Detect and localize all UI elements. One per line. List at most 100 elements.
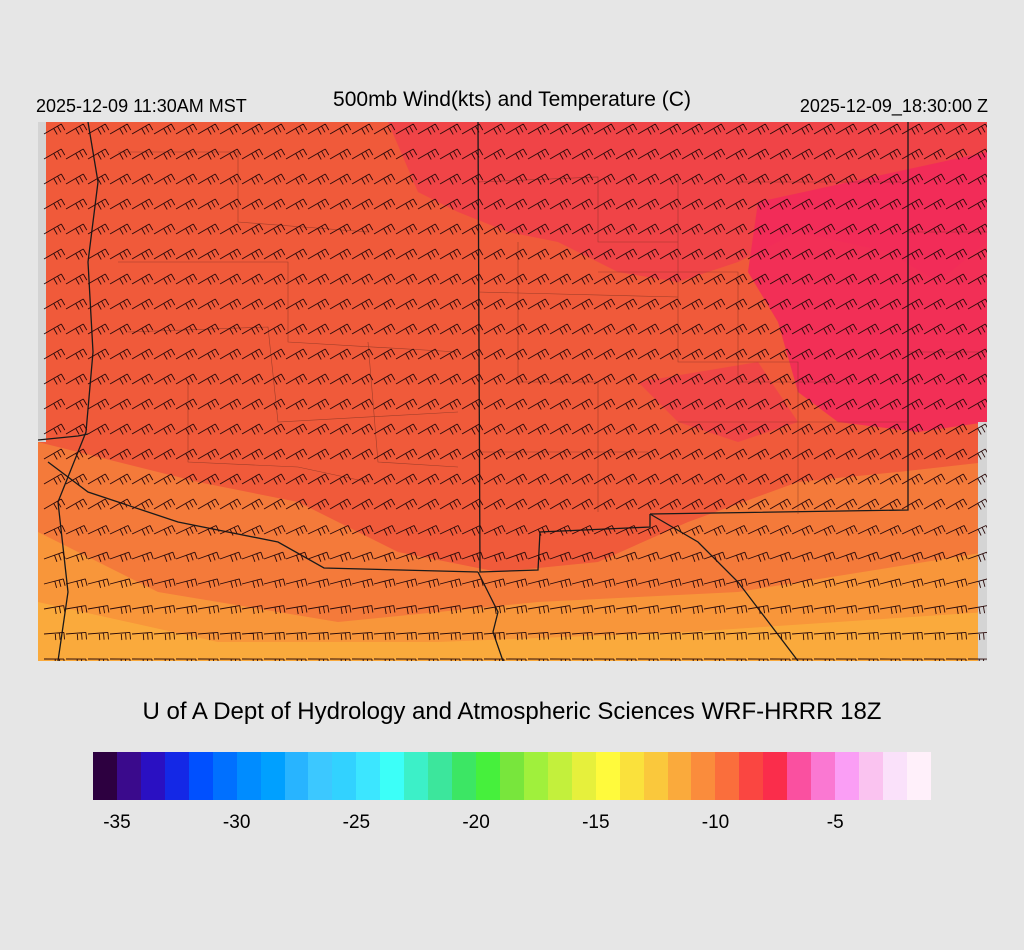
wind-barb [175, 148, 198, 160]
wind-barb [615, 373, 638, 385]
wind-barb [549, 273, 572, 285]
wind-barb [615, 273, 638, 285]
wind-barb [175, 298, 198, 310]
colorbar-swatch [212, 752, 237, 800]
wind-barb [219, 631, 241, 641]
wind-barb [439, 605, 462, 615]
wind-barb [813, 473, 836, 485]
wind-barb [945, 148, 968, 160]
wind-barb [395, 551, 418, 562]
wind-barb [285, 605, 308, 615]
wind-barb [747, 631, 769, 641]
colorbar-swatch [715, 752, 740, 800]
wind-barb [263, 498, 286, 510]
wind-barb [109, 148, 132, 160]
wind-barb [153, 348, 176, 360]
wind-barb [725, 448, 748, 460]
wind-barb [681, 248, 704, 260]
wind-barb [681, 578, 704, 589]
wind-barb [769, 551, 792, 562]
wind-barb [505, 498, 528, 510]
wind-barb [527, 578, 550, 589]
wind-barb [901, 605, 924, 615]
colorbar-swatch [882, 752, 907, 800]
wind-barb [219, 551, 242, 562]
wind-barb [593, 248, 616, 260]
wind-barb [659, 398, 682, 410]
wind-barb [571, 123, 594, 135]
wind-barb [395, 605, 418, 615]
wind-barb [549, 423, 572, 435]
wind-barb [967, 298, 987, 310]
wind-barb [395, 631, 417, 641]
wind-barb [373, 123, 396, 135]
wind-barb [483, 373, 506, 385]
wind-barb [967, 248, 987, 260]
wind-barb [637, 298, 660, 310]
wind-barb [219, 348, 242, 360]
wind-barb [307, 323, 330, 335]
wind-barb [483, 423, 506, 435]
wind-barb [637, 578, 660, 589]
wind-barb [681, 423, 704, 435]
wind-barb [813, 148, 836, 160]
wind-barb [351, 198, 374, 210]
wind-barb [835, 248, 858, 260]
wind-barb [197, 223, 220, 235]
wind-barb [483, 605, 506, 615]
wind-barb [505, 658, 527, 661]
wind-barb [945, 398, 968, 410]
wind-barb [791, 173, 814, 185]
colorbar-swatch [356, 752, 381, 800]
wind-barb [109, 448, 132, 460]
wind-barb [901, 323, 924, 335]
wind-barb [329, 605, 352, 615]
wind-barb [109, 551, 132, 562]
wind-barb [395, 373, 418, 385]
wind-barb [87, 273, 110, 285]
wind-barb [307, 173, 330, 185]
wind-barb [637, 248, 660, 260]
wind-barb [593, 273, 616, 285]
wind-barb [571, 551, 594, 562]
wind-barb [153, 223, 176, 235]
wind-barb [153, 373, 176, 385]
wind-barb [571, 578, 594, 589]
wind-barb [857, 373, 880, 385]
wind-barb [791, 223, 814, 235]
wind-barb [153, 448, 176, 460]
wind-barb [417, 631, 439, 641]
wind-barb [879, 423, 902, 435]
wind-barb [593, 551, 616, 562]
wind-barb [43, 148, 66, 160]
wind-barb [923, 148, 946, 160]
wind-barb [175, 248, 198, 260]
wind-barb [615, 298, 638, 310]
utc-time-label: 2025-12-09_18:30:00 Z [799, 96, 988, 116]
wind-barb [571, 348, 594, 360]
wind-barb [505, 148, 528, 160]
wind-barb [439, 273, 462, 285]
wind-barb [571, 423, 594, 435]
wind-barb [131, 498, 154, 510]
wind-barb [725, 605, 748, 615]
wind-barb [659, 298, 682, 310]
wind-barb [879, 123, 902, 135]
state-boundaries [38, 122, 909, 661]
wind-barb [857, 298, 880, 310]
wind-barb [87, 373, 110, 385]
wind-barb [681, 473, 704, 485]
wind-barb [769, 298, 792, 310]
wind-barb [153, 298, 176, 310]
wind-barb [505, 123, 528, 135]
wind-barb [747, 473, 770, 485]
wind-barb [219, 148, 242, 160]
wind-barb [945, 658, 967, 661]
wind-barb [329, 323, 352, 335]
wind-barb [461, 605, 484, 615]
wind-barb [527, 223, 550, 235]
wind-barb [285, 123, 308, 135]
wind-barb [197, 525, 220, 536]
wind-barb [373, 148, 396, 160]
wind-barb [219, 473, 242, 485]
